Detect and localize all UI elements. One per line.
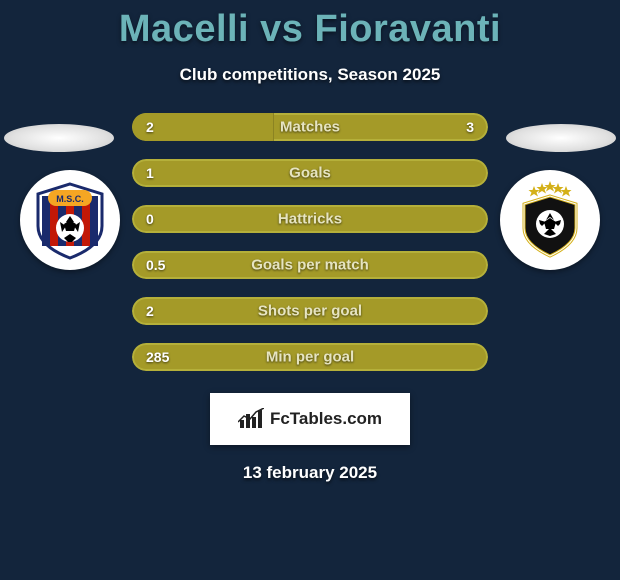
stat-row: Min per goal 285: [132, 343, 488, 371]
stat-row-label: Matches: [280, 119, 340, 136]
stat-row-label: Goals: [289, 165, 331, 182]
monagas-crest-icon: M.S.C.: [30, 180, 110, 260]
bar-chart-icon: [238, 408, 264, 430]
stat-row: Shots per goal 2: [132, 297, 488, 325]
date-label: 13 february 2025: [0, 463, 620, 483]
stat-row-value-left: 0: [146, 211, 154, 227]
page-title: Macelli vs Fioravanti: [0, 0, 620, 51]
stat-row-label: Shots per goal: [258, 303, 362, 320]
stat-row: Goals per match 0.5: [132, 251, 488, 279]
stat-row-value-left: 285: [146, 349, 169, 365]
stat-row-label: Min per goal: [266, 349, 354, 366]
tachira-crest-icon: [510, 180, 590, 260]
branding-badge: FcTables.com: [210, 393, 410, 445]
branding-label: FcTables.com: [270, 409, 382, 429]
stat-row-value-left: 2: [146, 119, 154, 135]
club-crest-right: [500, 170, 600, 270]
stat-row-value-right: 3: [466, 119, 474, 135]
stat-row: Goals 1: [132, 159, 488, 187]
player-photo-placeholder-left: [4, 124, 114, 152]
club-crest-left: M.S.C.: [20, 170, 120, 270]
stat-bars-container: Matches 2 3 Goals 1 Hattricks 0 Goals per match…: [132, 113, 488, 371]
player-photo-placeholder-right: [506, 124, 616, 152]
svg-text:M.S.C.: M.S.C.: [56, 194, 84, 204]
subtitle: Club competitions, Season 2025: [0, 65, 620, 85]
stat-row-value-left: 0.5: [146, 257, 165, 273]
stat-row-value-left: 1: [146, 165, 154, 181]
stat-row: Hattricks 0: [132, 205, 488, 233]
stat-row-label: Hattricks: [278, 211, 342, 228]
stat-row-label: Goals per match: [251, 257, 369, 274]
stat-row-value-left: 2: [146, 303, 154, 319]
stat-row: Matches 2 3: [132, 113, 488, 141]
